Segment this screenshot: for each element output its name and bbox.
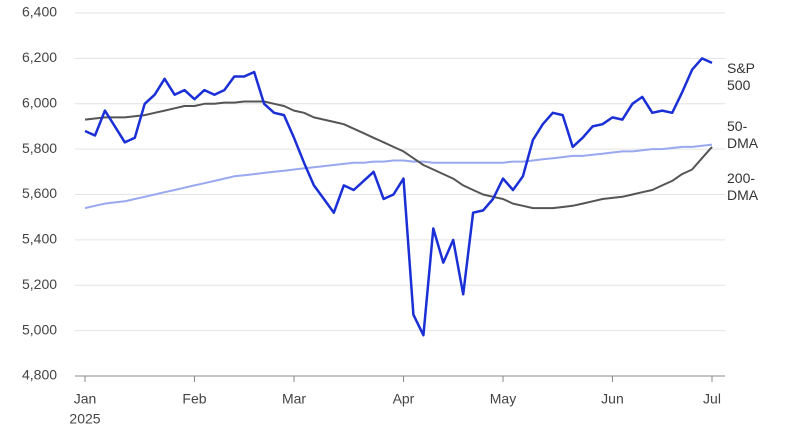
y-tick-label: 6,400 [22,4,57,20]
x-tick-label: Mar [282,391,306,407]
year-label: 2025 [69,411,100,427]
y-tick-label: 5,600 [22,185,57,201]
y-tick-label: 5,000 [22,321,57,337]
x-tick-label: Apr [393,391,415,407]
y-tick-label: 5,400 [22,231,57,247]
series-label: 50-DMA [727,118,759,151]
y-tick-label: 6,000 [22,94,57,110]
x-tick-label: Jun [601,391,624,407]
x-tick-label: Jul [703,391,721,407]
x-tick-label: Feb [182,391,206,407]
y-tick-label: 5,200 [22,276,57,292]
series-line [84,57,713,337]
series-label: 200-DMA [727,170,759,203]
x-tick-label: May [490,391,516,407]
y-tick-label: 5,800 [22,140,57,156]
y-tick-label: 4,800 [22,367,57,383]
y-tick-label: 6,200 [22,49,57,65]
series-line [84,143,713,210]
series-label: S&P 500 [727,60,755,93]
series-line [84,100,713,210]
x-tick-label: Jan [74,391,97,407]
